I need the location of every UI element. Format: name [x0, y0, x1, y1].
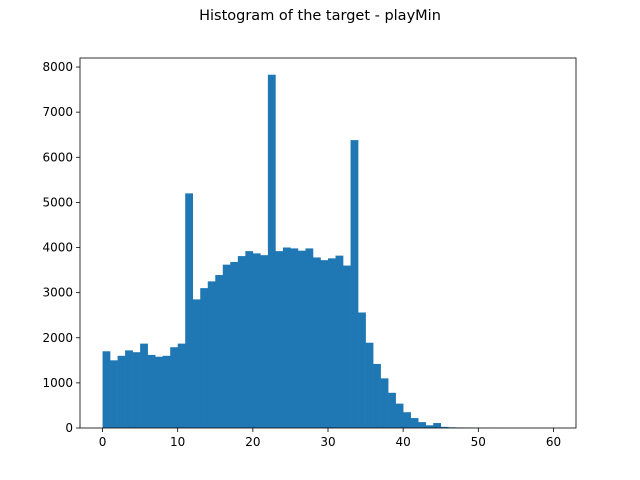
histogram-bar — [275, 251, 284, 428]
x-tick-label: 40 — [396, 435, 411, 449]
histogram-bar — [252, 253, 261, 428]
histogram-bar — [425, 425, 434, 428]
histogram-bar — [207, 281, 216, 428]
x-tick-label: 20 — [245, 435, 260, 449]
histogram-bar — [132, 352, 141, 428]
histogram-bar — [395, 403, 404, 428]
histogram-bar — [215, 275, 224, 428]
histogram-bar — [343, 265, 351, 428]
histogram-bar — [222, 264, 231, 428]
histogram-bar — [147, 354, 156, 428]
histogram-bar — [267, 74, 276, 428]
histogram-bar — [373, 363, 381, 428]
y-tick-label: 2000 — [42, 331, 73, 345]
histogram-bar — [335, 255, 344, 428]
x-axis-ticks: 0 10 20 30 40 50 60 — [99, 428, 561, 449]
y-tick-label: 8000 — [42, 60, 73, 74]
histogram-bar — [358, 312, 366, 428]
histogram-bar — [290, 248, 299, 428]
histogram-bar — [410, 418, 419, 428]
x-tick-label: 30 — [320, 435, 335, 449]
histogram-bar — [102, 351, 111, 428]
x-tick-label: 0 — [99, 435, 107, 449]
histogram-bar — [245, 251, 254, 428]
histogram-bar — [350, 140, 359, 428]
histogram-bar — [380, 378, 389, 428]
y-tick-label: 4000 — [42, 241, 73, 255]
x-tick-label: 10 — [170, 435, 185, 449]
y-tick-label: 5000 — [42, 195, 73, 209]
histogram-bar — [388, 392, 396, 428]
histogram-bar — [110, 360, 118, 428]
histogram-bar — [403, 412, 411, 428]
histogram-bar — [237, 256, 246, 428]
histogram-bar — [200, 288, 209, 428]
histogram-bar — [170, 347, 178, 428]
histogram-bar — [433, 423, 442, 428]
histogram-bar — [140, 343, 148, 428]
histogram-bar — [260, 255, 269, 428]
histogram-bar — [155, 356, 163, 428]
histogram-bar — [418, 422, 426, 428]
y-tick-label: 0 — [65, 421, 73, 435]
y-tick-label: 6000 — [42, 150, 73, 164]
histogram-bar — [125, 350, 133, 428]
histogram-bar — [328, 258, 336, 428]
histogram-bar — [185, 193, 194, 428]
y-tick-label: 7000 — [42, 105, 73, 119]
histogram-bar — [230, 261, 239, 428]
axes-frame — [79, 57, 577, 429]
histogram-bar — [305, 248, 314, 428]
histogram-bar — [312, 257, 321, 428]
chart-title: Histogram of the target - playMin — [199, 8, 441, 24]
histogram-bar — [365, 342, 374, 428]
x-tick-label: 60 — [546, 435, 561, 449]
histogram-bar — [297, 250, 306, 428]
y-tick-label: 1000 — [42, 376, 73, 390]
histogram-bar — [440, 426, 449, 428]
y-axis-ticks: 0 1000 2000 3000 4000 5000 6000 7000 8000 — [42, 60, 80, 435]
bars-group — [102, 74, 554, 428]
histogram-bar — [282, 247, 291, 428]
x-tick-label: 50 — [471, 435, 486, 449]
histogram-bar — [192, 299, 201, 428]
histogram-bar — [162, 355, 171, 428]
histogram-bar — [320, 260, 329, 428]
histogram-bar — [117, 355, 126, 428]
y-tick-label: 3000 — [42, 286, 73, 300]
histogram-bar — [177, 343, 186, 428]
